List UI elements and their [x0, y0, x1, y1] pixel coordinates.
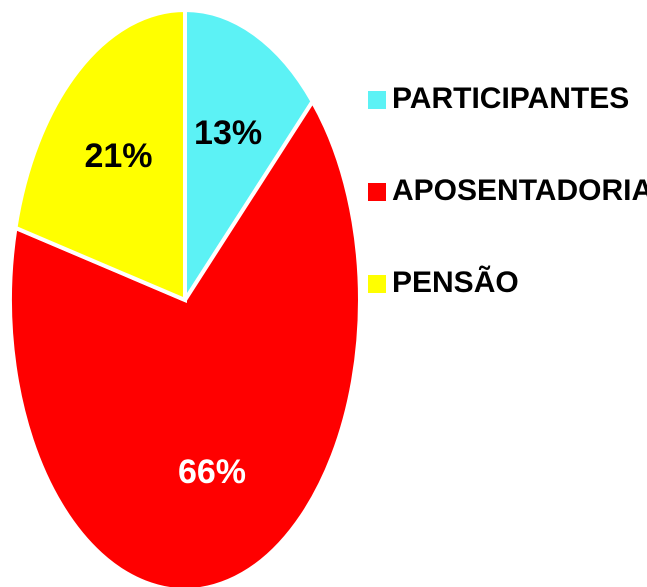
data-label: 21%: [84, 137, 152, 175]
legend-swatch: [368, 275, 386, 293]
legend-swatch: [368, 91, 386, 109]
legend-label: PARTICIPANTES: [392, 82, 629, 115]
pie-slice: [183, 7, 315, 307]
pie-slice: [8, 97, 362, 587]
legend-label: APOSENTADORIAS: [392, 174, 647, 207]
pie-slice: [13, 7, 187, 304]
data-label: 66%: [178, 453, 246, 491]
legend-swatch: [368, 183, 386, 201]
legend-label: PENSÃO: [392, 265, 519, 299]
data-label: 13%: [194, 114, 262, 152]
